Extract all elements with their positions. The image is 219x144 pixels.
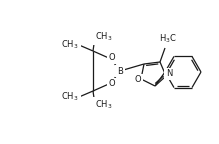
Text: O: O (109, 79, 115, 89)
Text: CH$_3$: CH$_3$ (62, 91, 79, 103)
Text: CH$_3$: CH$_3$ (95, 99, 113, 111)
Text: O: O (109, 54, 115, 62)
Text: H$_3$C: H$_3$C (159, 33, 177, 45)
Text: N: N (166, 70, 172, 78)
Text: O: O (135, 75, 141, 85)
Text: CH$_3$: CH$_3$ (95, 31, 113, 43)
Text: B: B (117, 67, 123, 75)
Text: CH$_3$: CH$_3$ (62, 39, 79, 51)
